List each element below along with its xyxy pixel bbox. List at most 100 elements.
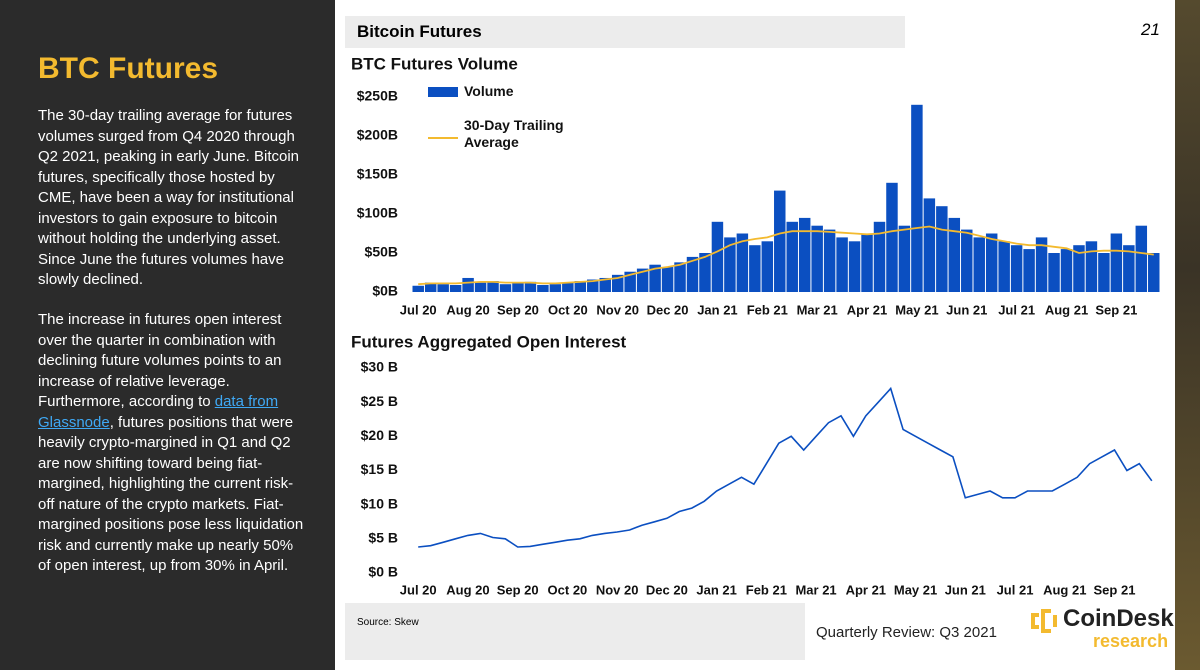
bar <box>499 284 512 292</box>
x-tick-label: Aug 21 <box>1045 302 1088 317</box>
x-tick-label: Mar 21 <box>797 302 838 317</box>
legend-swatch <box>428 87 458 97</box>
x-tick-label: Nov 20 <box>596 582 639 597</box>
bar <box>462 277 474 292</box>
bar <box>923 198 936 292</box>
bar <box>649 264 661 292</box>
bar <box>661 267 674 292</box>
x-tick-label: Apr 21 <box>847 302 887 317</box>
slide: Bitcoin Futures 21 Source: Skew Quarterl… <box>335 0 1175 670</box>
logo-sub: research <box>1093 631 1169 651</box>
report-title: Quarterly Review: Q3 2021 <box>816 624 997 641</box>
bar <box>961 229 973 292</box>
bar <box>599 277 611 292</box>
line <box>418 225 1154 286</box>
bar <box>1098 253 1110 292</box>
background-edge <box>1175 0 1200 670</box>
y-tick-label: $150B <box>357 166 398 182</box>
x-tick-label: May 21 <box>895 302 938 317</box>
bar <box>749 245 761 292</box>
bar <box>1073 245 1085 292</box>
x-tick-label: Aug 21 <box>1043 582 1086 597</box>
line <box>418 386 1153 548</box>
y-tick-label: $100B <box>357 205 398 221</box>
bar <box>736 233 749 292</box>
bar <box>774 190 786 292</box>
bar <box>861 233 873 292</box>
x-tick-label: Apr 21 <box>846 582 886 597</box>
x-tick-label: Dec 20 <box>647 302 689 317</box>
logo-mark <box>1031 609 1057 633</box>
bar <box>911 104 923 292</box>
legend-label: Volume <box>464 83 514 99</box>
bar <box>474 282 487 292</box>
bar <box>761 241 774 292</box>
bar <box>823 229 836 292</box>
x-tick-label: Sep 20 <box>497 302 539 317</box>
paragraph: The 30-day trailing average for futures … <box>38 107 299 288</box>
bar <box>886 182 898 292</box>
logo-name: CoinDesk <box>1063 605 1174 632</box>
bar <box>624 271 636 292</box>
bar <box>449 284 462 292</box>
y-tick-label: $0B <box>372 283 398 299</box>
y-tick-label: $250B <box>357 88 398 104</box>
bar <box>674 262 686 292</box>
y-tick-label: $15 B <box>361 461 398 477</box>
text: , futures positions that were heavily cr… <box>38 413 304 575</box>
sidebar-title: BTC Futures <box>38 52 218 85</box>
bar <box>711 221 724 292</box>
bar <box>948 217 961 292</box>
y-tick-label: $200B <box>357 127 398 143</box>
y-tick-label: $50B <box>365 244 398 260</box>
bar <box>537 284 549 292</box>
bar <box>1023 249 1035 292</box>
bar <box>437 284 449 292</box>
x-tick-label: Oct 20 <box>548 302 588 317</box>
x-tick-label: Dec 20 <box>646 582 688 597</box>
bar <box>562 282 574 292</box>
bar <box>587 279 599 292</box>
chart-title: Futures Aggregated Open Interest <box>351 332 627 351</box>
bar <box>1123 245 1135 292</box>
bar <box>873 221 886 292</box>
bar <box>973 237 985 292</box>
y-tick-label: $0 B <box>368 564 398 580</box>
x-tick-label: Jan 21 <box>696 582 736 597</box>
bar <box>1060 249 1073 292</box>
x-tick-label: Aug 20 <box>446 582 489 597</box>
x-tick-label: Jan 21 <box>697 302 737 317</box>
legend-label: 30-Day Trailing Average <box>464 117 564 150</box>
text: The increase in futures open interest ov… <box>38 311 282 410</box>
bar <box>1010 245 1023 292</box>
source: Source: Skew <box>345 603 805 660</box>
bar <box>1048 253 1060 292</box>
bar <box>998 241 1010 292</box>
sidebar: BTC Futures The 30-day trailing average … <box>0 0 335 670</box>
bar <box>1110 233 1123 292</box>
x-tick-label: Jun 21 <box>946 302 987 317</box>
x-tick-label: Nov 20 <box>596 302 639 317</box>
bar <box>412 285 424 292</box>
bar <box>724 237 736 292</box>
bar <box>699 253 711 292</box>
chart-title: BTC Futures Volume <box>351 54 518 73</box>
x-tick-label: Oct 20 <box>548 582 588 597</box>
y-tick-label: $5 B <box>368 530 398 546</box>
slide-header: Bitcoin Futures <box>345 16 905 48</box>
x-tick-label: Jul 20 <box>400 302 437 317</box>
legend-item: 30-Day Trailing Average <box>464 117 564 150</box>
link[interactable]: data from Glassnode <box>38 393 279 431</box>
x-tick-label: Feb 21 <box>747 302 788 317</box>
bar <box>898 225 911 292</box>
y-tick-label: $25 B <box>361 393 398 409</box>
x-tick-label: Jun 21 <box>945 582 986 597</box>
x-tick-label: Sep 21 <box>1095 302 1137 317</box>
x-tick-label: Feb 21 <box>746 582 787 597</box>
x-tick-label: Sep 20 <box>497 582 539 597</box>
bar <box>1035 237 1048 292</box>
y-tick-label: $10 B <box>361 495 398 511</box>
bar <box>611 274 624 292</box>
